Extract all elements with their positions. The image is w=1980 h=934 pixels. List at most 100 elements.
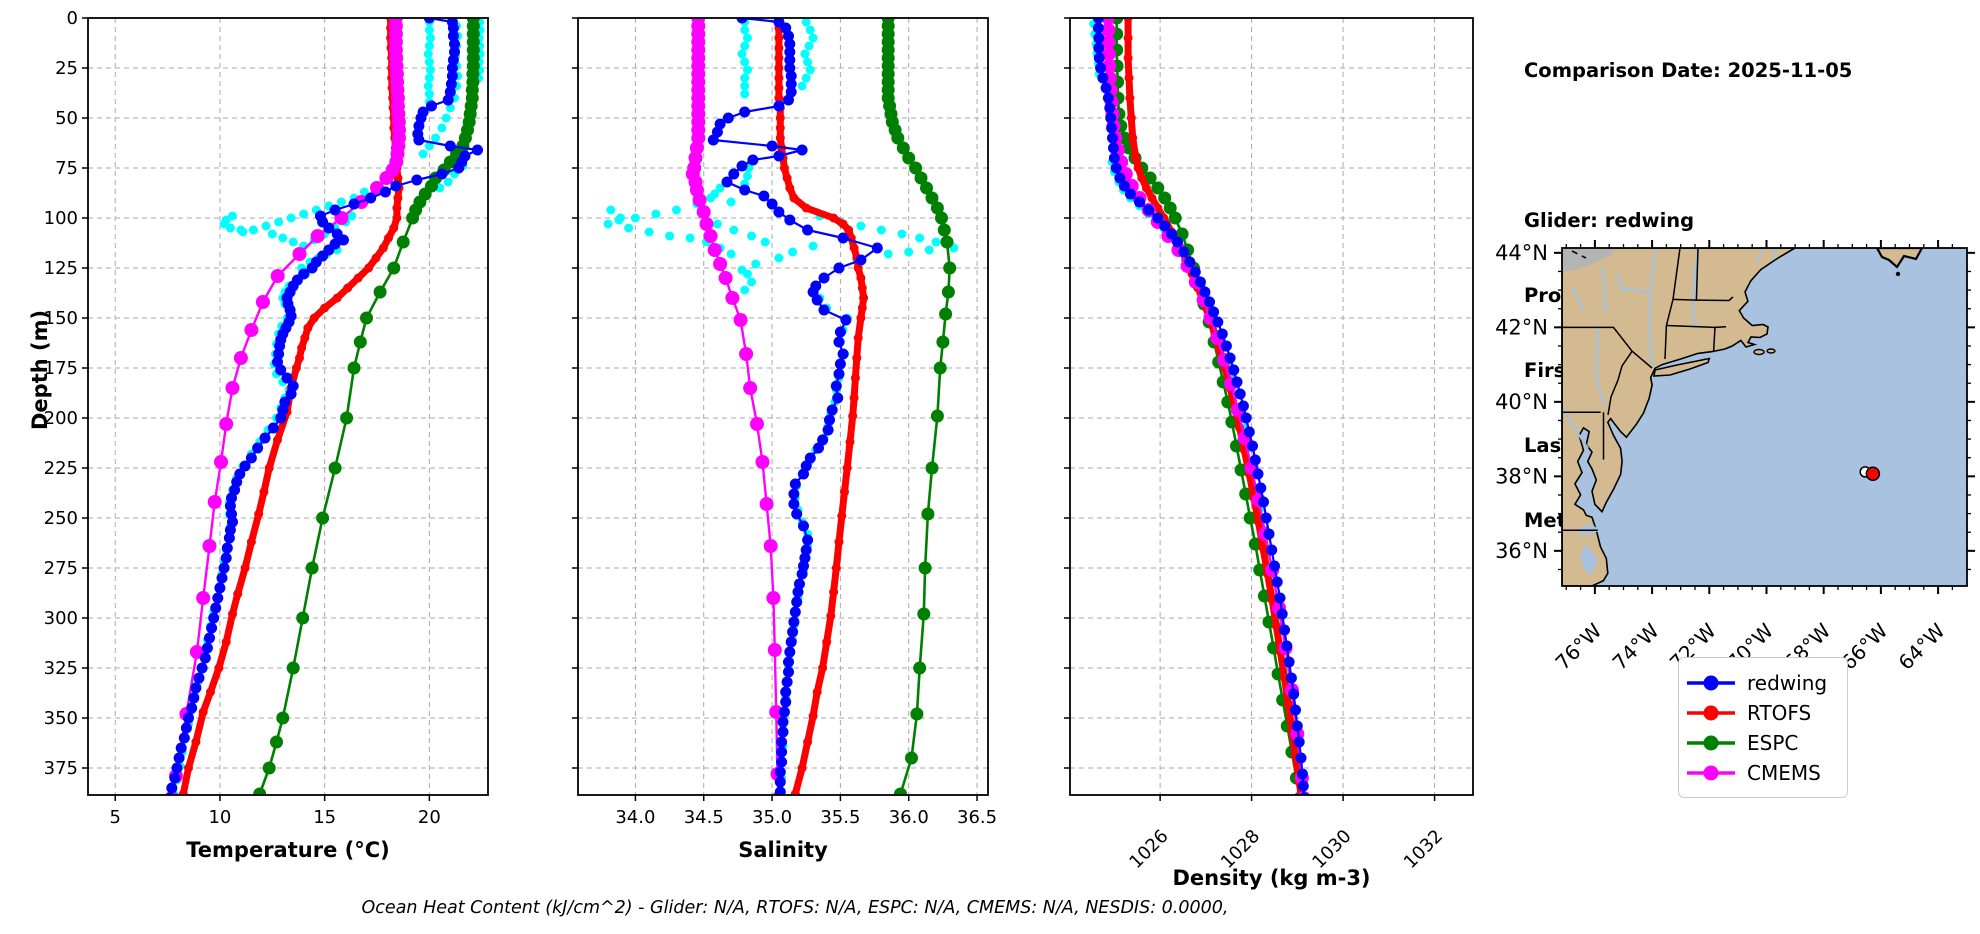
y-tick-label: 350 [44,708,78,729]
glider-name-text: Glider: redwing [1524,209,1695,232]
data-point [270,735,283,749]
data-point [1216,328,1228,340]
data-point [387,261,401,275]
data-point [728,168,740,180]
data-point [788,498,800,510]
data-point [726,249,736,259]
data-point [736,160,748,172]
data-point [239,460,251,472]
data-point [917,607,931,621]
data-point [306,262,318,274]
data-point [1166,228,1178,240]
data-point [347,211,357,221]
data-point [267,229,277,239]
y-tick-label: 200 [44,408,78,429]
x-tick-label: 35.0 [752,807,792,828]
data-point [904,247,914,257]
data-point [789,478,801,490]
data-point [840,314,852,326]
data-point [818,304,830,316]
data-point [1123,18,1133,23]
data-point [1110,162,1122,174]
data-point [178,789,188,795]
data-point [856,273,866,283]
data-point [1212,316,1224,328]
data-point [774,43,784,53]
data-point [204,632,215,644]
data-point [281,372,293,384]
data-point [774,63,784,73]
data-point [1102,92,1114,104]
data-point [225,223,235,233]
legend-sample-cmems [1687,765,1735,780]
data-point [384,233,393,243]
data-point [740,81,750,91]
data-point [1163,201,1177,215]
data-point [737,49,747,59]
data-point [445,78,457,90]
data-point [797,763,807,773]
data-point [1263,528,1275,540]
data-point [805,25,815,35]
data-point [190,682,202,694]
data-point [780,696,792,708]
data-point [852,353,862,363]
data-point [246,537,256,547]
data-point [275,364,287,376]
y-tick-label: 275 [44,558,78,579]
data-point [296,611,310,625]
data-point [1199,286,1211,298]
data-point [1141,183,1151,193]
data-point [1260,512,1272,524]
data-point [774,83,784,93]
data-point [206,622,218,634]
data-point [788,488,800,500]
data-point [236,225,246,235]
data-point [837,232,849,244]
data-point [692,193,707,207]
data-point [801,203,811,213]
data-point [796,568,808,580]
map-pamlico-sound [1580,544,1598,576]
data-point [295,353,304,363]
data-point [180,722,192,734]
data-point [343,283,353,293]
data-point [446,70,458,82]
data-point [1178,246,1190,258]
data-point [1100,82,1112,94]
data-point [726,197,736,207]
data-point [365,192,377,204]
data-point [424,141,434,151]
map-state-borders [1562,248,1734,532]
data-point [850,373,860,383]
data-point [446,62,458,74]
data-point [310,229,325,243]
data-point [1105,112,1117,124]
data-point [779,163,789,173]
data-point [1279,624,1290,636]
data-point [1220,340,1232,352]
map-island [1753,348,1765,356]
data-point [707,243,722,257]
data-point [785,636,797,648]
data-point [935,211,948,225]
data-point [930,409,944,423]
data-point [1101,23,1116,37]
data-point [1189,266,1201,278]
x-tick-label: 34.0 [615,807,655,828]
data-point [1271,621,1281,631]
data-point [834,326,846,338]
data-point [1283,656,1295,668]
data-point [833,336,845,348]
series-line [258,18,475,795]
data-point [696,205,711,219]
data-point [447,30,459,42]
data-point [790,789,800,795]
data-point [406,211,420,225]
legend-sample-redwing [1687,675,1735,690]
data-point [1092,22,1104,34]
data-point [278,233,288,243]
data-point [275,412,287,424]
data-point [1228,364,1240,376]
data-point [305,561,319,575]
